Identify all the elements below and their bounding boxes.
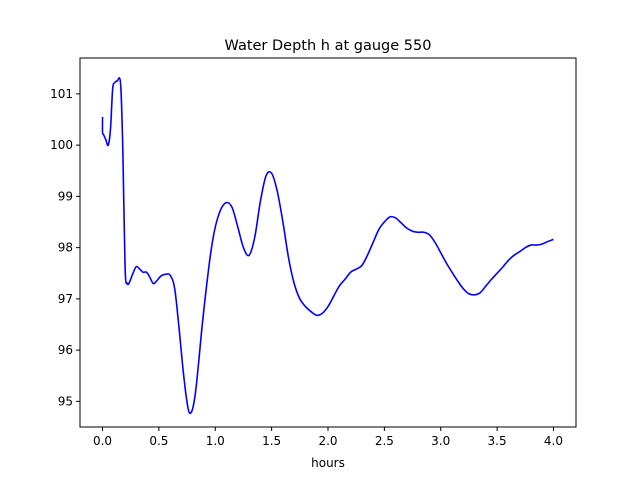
x-tick-label: 1.5 <box>262 434 281 448</box>
chart-title: Water Depth h at gauge 550 <box>225 38 432 54</box>
x-tick-label: 0.0 <box>93 434 112 448</box>
plot-frame <box>79 57 577 428</box>
y-tick-label: 100 <box>50 138 73 152</box>
plot-area <box>101 76 554 415</box>
x-axis: 0.0 0.5 1.0 1.5 2.0 2.5 3.0 3.5 4.0 <box>93 427 563 448</box>
x-tick-label: 2.0 <box>318 434 337 448</box>
x-tick-label: 1.0 <box>206 434 225 448</box>
x-tick-label: 3.5 <box>488 434 507 448</box>
x-tick-label: 2.5 <box>375 434 394 448</box>
y-tick-label: 101 <box>50 87 73 101</box>
x-tick-label: 4.0 <box>544 434 563 448</box>
y-tick-label: 98 <box>58 241 73 255</box>
y-tick-label: 95 <box>58 394 73 408</box>
y-tick-label: 97 <box>58 292 73 306</box>
x-axis-label: hours <box>311 456 345 470</box>
y-tick-label: 96 <box>58 343 73 357</box>
water-depth-series-line <box>101 76 554 415</box>
x-tick-label: 0.5 <box>149 434 168 448</box>
x-tick-label: 3.0 <box>431 434 450 448</box>
y-tick-label: 99 <box>58 189 73 203</box>
y-axis: 95 96 97 98 99 100 101 <box>50 87 80 408</box>
